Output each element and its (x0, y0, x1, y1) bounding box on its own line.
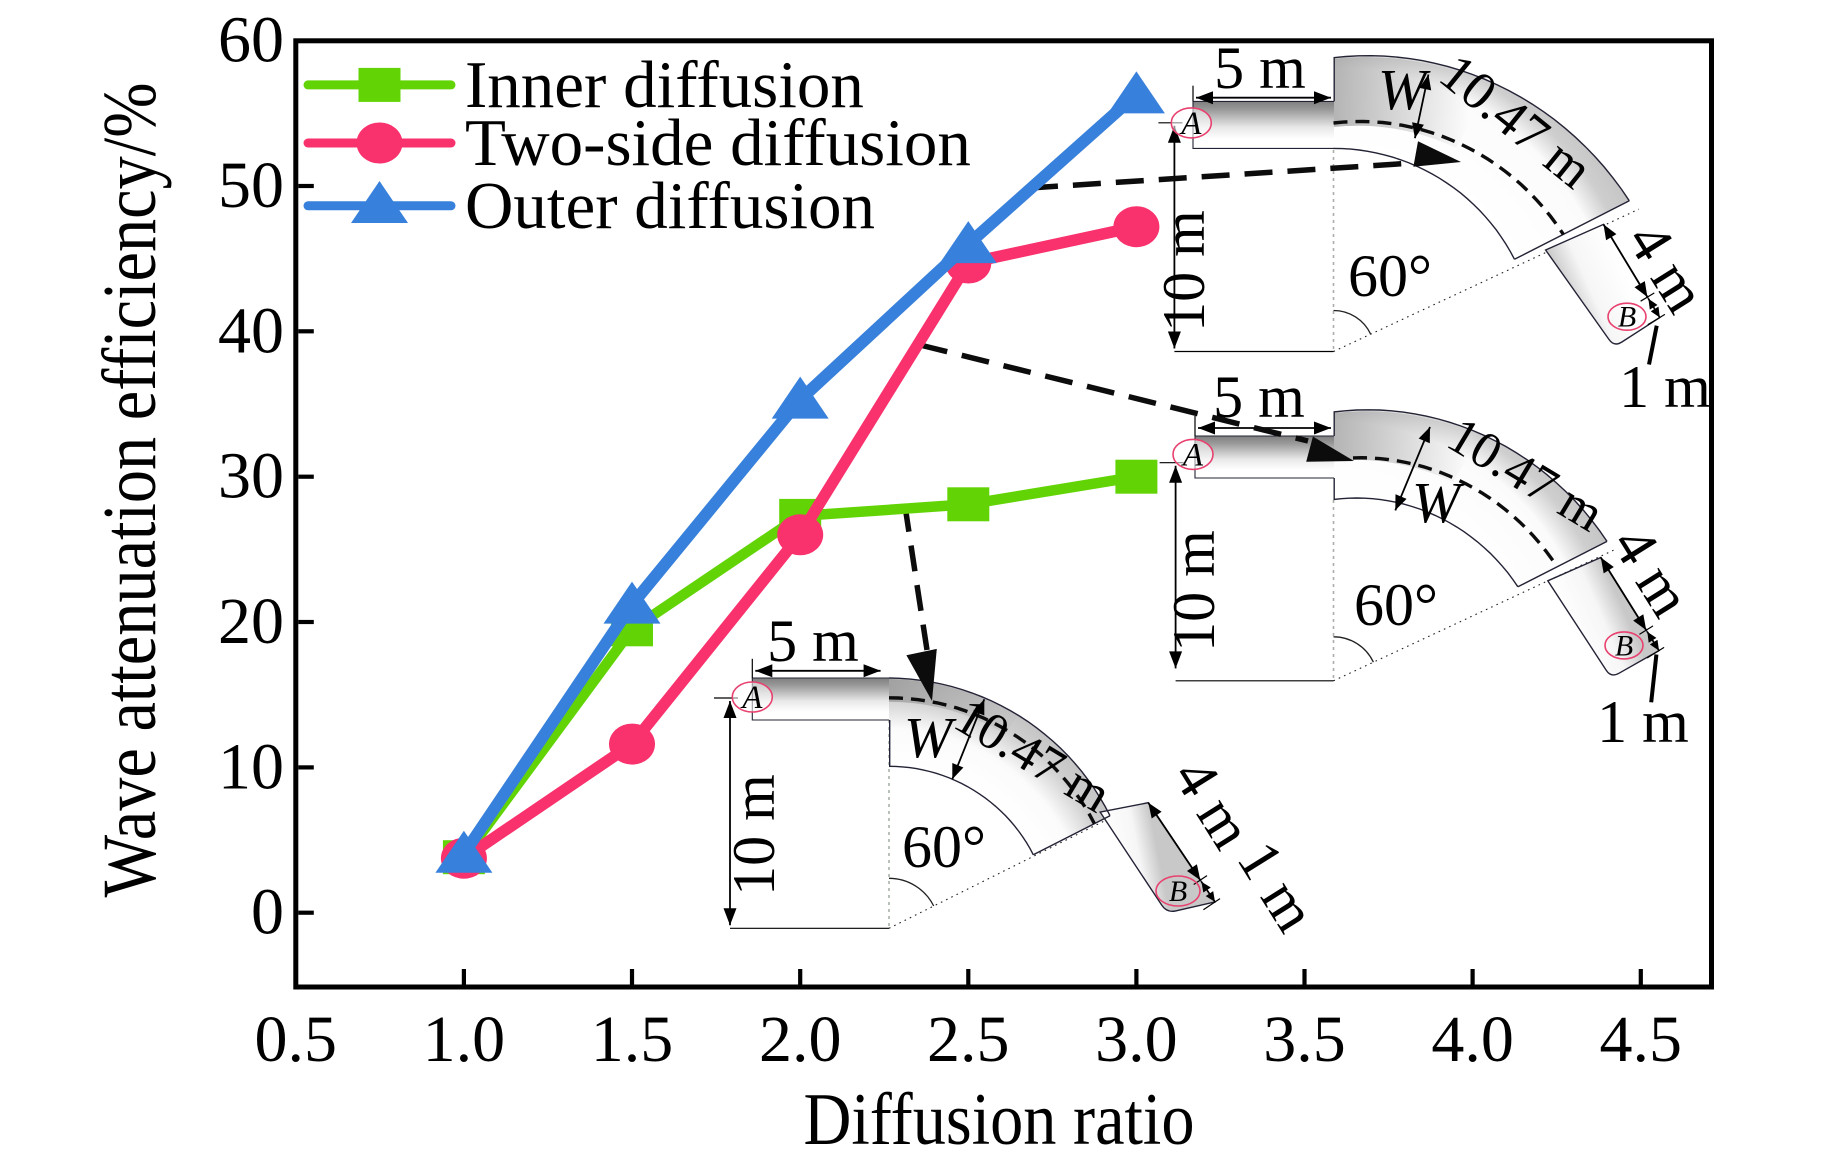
svg-text:1 m: 1 m (1619, 354, 1711, 420)
svg-text:60°: 60° (902, 814, 986, 880)
svg-text:30: 30 (218, 440, 284, 513)
svg-text:10 m: 10 m (1151, 210, 1217, 332)
svg-text:Outer diffusion: Outer diffusion (465, 169, 875, 243)
svg-text:0.5: 0.5 (255, 1003, 338, 1076)
svg-text:Inner diffusion: Inner diffusion (465, 48, 864, 122)
svg-text:5 m: 5 m (767, 608, 859, 674)
svg-text:A: A (740, 680, 763, 716)
svg-text:3.5: 3.5 (1263, 1003, 1346, 1076)
svg-text:1 m: 1 m (1597, 689, 1689, 755)
svg-text:20: 20 (218, 585, 284, 658)
svg-text:B: B (1618, 301, 1636, 334)
svg-text:60°: 60° (1354, 572, 1438, 638)
svg-text:4.0: 4.0 (1431, 1003, 1514, 1076)
svg-text:B: B (1169, 875, 1187, 908)
svg-text:10 m: 10 m (721, 774, 787, 896)
svg-text:Two-side diffusion: Two-side diffusion (465, 106, 971, 180)
svg-text:Wave attenuation efficiency/%: Wave attenuation efficiency/% (88, 83, 172, 898)
svg-text:2.5: 2.5 (927, 1003, 1010, 1076)
svg-text:1.0: 1.0 (423, 1003, 506, 1076)
svg-text:B: B (1615, 629, 1633, 662)
svg-text:A: A (1181, 437, 1204, 473)
svg-text:50: 50 (218, 149, 284, 222)
svg-text:60°: 60° (1348, 243, 1432, 309)
svg-text:W: W (1378, 57, 1431, 122)
svg-text:2.0: 2.0 (759, 1003, 842, 1076)
svg-text:Diffusion ratio: Diffusion ratio (804, 1079, 1195, 1161)
svg-text:3.0: 3.0 (1095, 1003, 1178, 1076)
svg-text:10 m: 10 m (1161, 530, 1227, 652)
svg-text:A: A (1179, 106, 1202, 142)
svg-text:40: 40 (218, 294, 284, 367)
svg-text:W: W (1412, 470, 1465, 535)
svg-text:5 m: 5 m (1214, 35, 1306, 101)
svg-text:60: 60 (218, 4, 284, 77)
svg-text:0: 0 (251, 876, 284, 949)
svg-text:10: 10 (218, 730, 284, 803)
svg-text:W: W (904, 705, 957, 770)
svg-text:4.5: 4.5 (1600, 1003, 1683, 1076)
svg-text:1.5: 1.5 (591, 1003, 674, 1076)
